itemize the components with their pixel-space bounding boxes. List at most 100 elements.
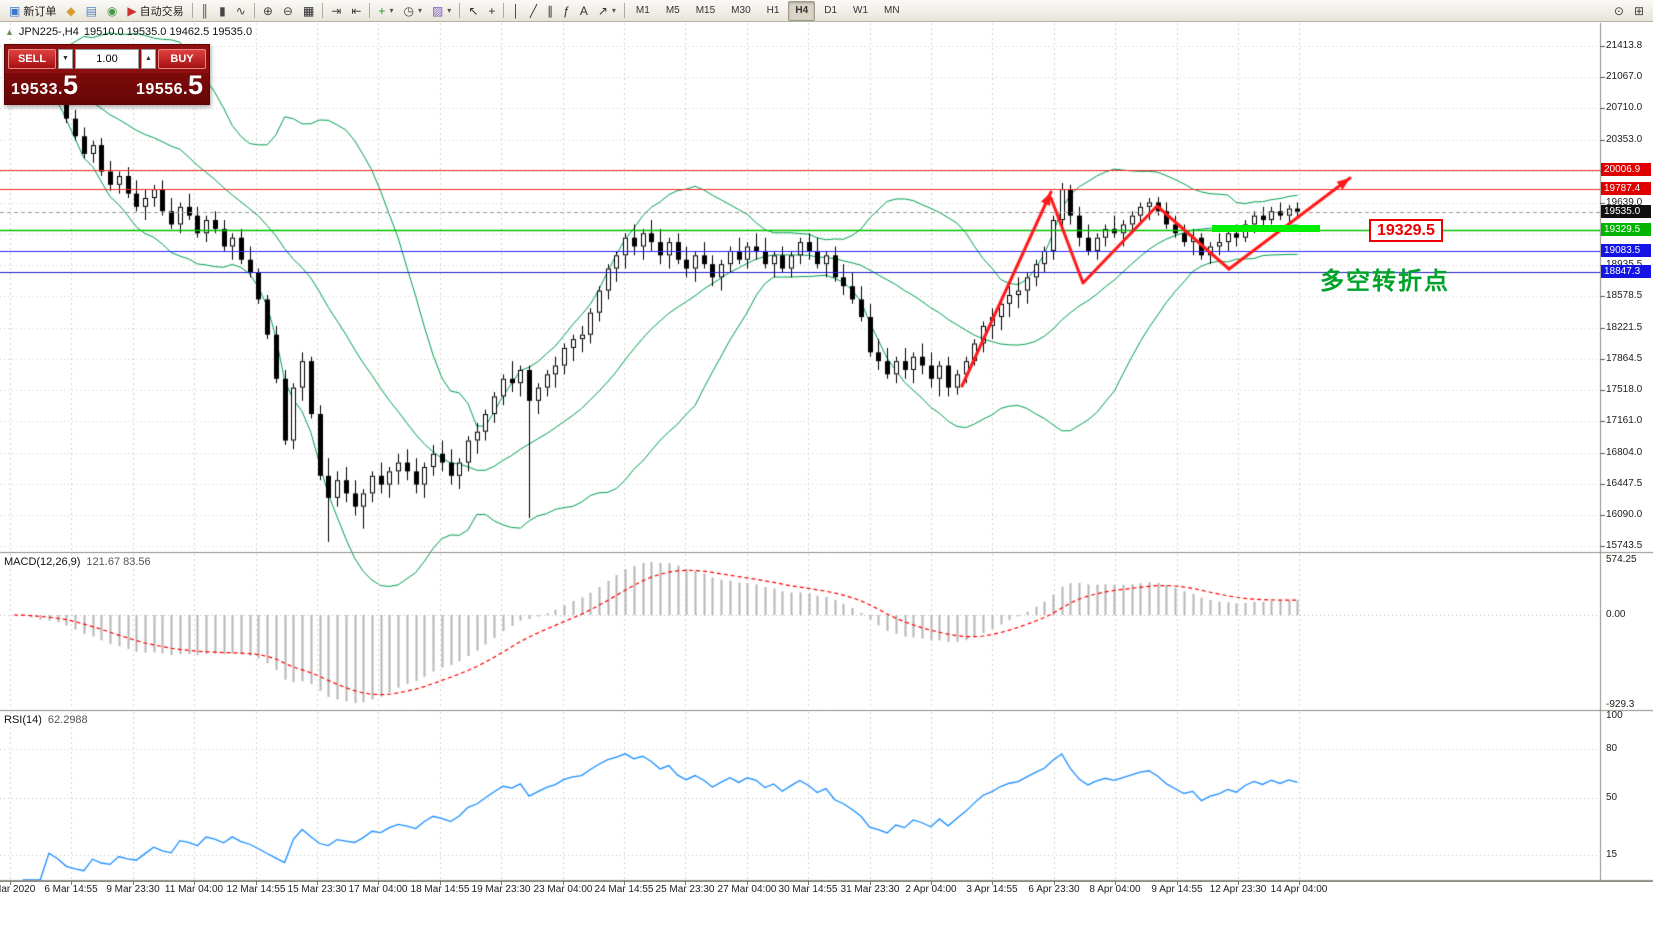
toolbar-separator [253,3,255,18]
price-chart-canvas[interactable] [0,22,1653,947]
crosshair-tool-icon[interactable]: + [483,1,500,21]
buy-price-big-digit: 5 [187,70,203,100]
auto-scroll-icon: ⇥ [331,3,342,18]
zoom-in-icon[interactable]: ⊕ [258,1,278,21]
data-window-icon: ◉ [106,3,118,18]
timeframe-m5[interactable]: M5 [665,4,680,16]
chart-shift-icon: ⇤ [351,3,362,18]
bar-chart-type-icon: ║ [200,3,210,18]
bar-chart-type-icon[interactable]: ║ [196,1,215,21]
text-tool-icon[interactable]: A [575,1,593,21]
add-indicator-icon: + [378,3,386,18]
candlestick-chart-type-icon: ▮ [219,3,226,18]
timeframe-m1[interactable]: M1 [635,4,650,16]
dropdown-caret-icon: ▾ [417,6,422,15]
sell-price[interactable]: 19533.5 [11,72,78,99]
text-tool-icon: A [579,3,588,18]
sell-price-main: 19533. [11,81,63,98]
symbol-ohlc: 19510.0 19535.0 19462.5 19535.0 [83,26,253,38]
search-icon: ⊙ [1613,3,1624,18]
timeframe-m30[interactable]: M30 [731,4,751,16]
periods-menu-button[interactable]: ◷ ▾ [398,1,427,21]
timeframe-d1[interactable]: D1 [824,4,838,16]
price-axis[interactable] [1601,22,1653,880]
line-chart-type-icon[interactable]: ∿ [231,1,251,21]
new-order-button[interactable]: ▣ 新订单 [4,1,61,21]
dropdown-caret-icon: ▾ [389,6,394,15]
one-click-trading-panel: SELL ▼ 1.00 ▲ BUY 19533.5 19556.5 [4,44,210,105]
timeframe-h1[interactable]: H1 [766,4,780,16]
timeframe-w1[interactable]: W1 [853,4,869,16]
toolbar-separator [369,3,371,18]
chart-type-mini-icon: ▲ [5,27,14,37]
candlestick-chart-type-icon[interactable]: ▮ [214,1,231,21]
vertical-line-tool-icon[interactable]: │ [507,1,525,21]
chart-window-icon[interactable]: ◆ [61,1,80,21]
templates-icon: ▨ [431,3,444,18]
chart-symbol-header: ▲ JPN225-,H4 19510.0 19535.0 19462.5 195… [5,26,252,38]
arrows-tool-icon: ↗ [597,3,608,18]
add-indicator-button[interactable]: + ▾ [373,1,398,21]
tile-windows-icon[interactable]: ▦ [298,1,319,21]
profiles-icon[interactable]: ▤ [81,1,102,21]
macd-indicator-header: MACD(12,26,9) 121.67 83.56 [4,556,151,568]
fibonacci-tool-icon[interactable]: ƒ [558,1,575,21]
search-icon[interactable]: ⊙ [1609,1,1629,21]
cursor-tool-icon[interactable]: ↖ [463,1,483,21]
sell-button[interactable]: SELL [8,49,56,69]
buy-price[interactable]: 19556.5 [136,72,203,99]
layout-icon[interactable]: ⊞ [1629,1,1649,21]
auto-trading-icon: ▶ [127,3,137,18]
rsi-value: 62.2988 [47,714,88,726]
macd-values: 121.67 83.56 [86,556,151,568]
toolbar-separator [322,3,324,18]
trendline-tool-icon: ╱ [529,3,538,18]
data-window-icon[interactable]: ◉ [102,1,122,21]
timeframe-mn[interactable]: MN [884,4,900,16]
tile-windows-icon: ▦ [302,3,315,18]
buy-price-main: 19556. [136,81,188,98]
support-highlight-bar[interactable] [1212,225,1320,232]
volume-input[interactable]: 1.00 [75,49,139,69]
new-order-icon: ▣ [9,3,21,18]
fibonacci-tool-icon: ƒ [563,3,570,18]
zoom-out-icon: ⊖ [282,3,293,18]
auto-trading-button-label: 自动交易 [139,5,184,18]
time-axis[interactable] [0,881,1653,948]
channel-tool-icon: ∥ [547,3,554,18]
toolbar-separator [503,3,505,18]
cursor-tool-icon: ↖ [468,3,479,18]
dropdown-caret-icon: ▾ [611,6,616,15]
volume-decrease-button[interactable]: ▼ [58,49,73,69]
vertical-line-tool-icon: │ [512,3,520,18]
macd-title: MACD(12,26,9) [4,556,81,568]
chart-shift-icon[interactable]: ⇤ [346,1,366,21]
trendline-tool-icon[interactable]: ╱ [525,1,542,21]
dropdown-caret-icon: ▾ [447,6,452,15]
toolbar-separator [459,3,461,18]
auto-trading-button[interactable]: ▶ 自动交易 [122,1,188,21]
layout-icon: ⊞ [1633,3,1644,18]
annotation-text[interactable]: 多空转折点 [1320,267,1450,295]
rsi-indicator-header: RSI(14) 62.2988 [4,714,88,726]
rsi-title: RSI(14) [4,714,42,726]
profiles-icon: ▤ [85,3,97,18]
templates-button[interactable]: ▨ ▾ [427,1,456,21]
line-chart-type-icon: ∿ [235,3,246,18]
crosshair-tool-icon: + [488,3,496,18]
zoom-in-icon: ⊕ [262,3,273,18]
zoom-out-icon[interactable]: ⊖ [278,1,298,21]
timeframe-h4[interactable]: H4 [788,0,816,21]
toolbar-separator [623,3,625,18]
symbol-name: JPN225-,H4 [18,26,79,38]
arrows-tool-icon[interactable]: ↗ ▾ [593,1,621,21]
buy-button[interactable]: BUY [158,49,206,69]
channel-tool-icon[interactable]: ∥ [542,1,558,21]
timeframe-m15[interactable]: M15 [695,4,716,16]
volume-increase-button[interactable]: ▲ [141,49,156,69]
new-order-button-label: 新订单 [23,5,57,18]
price-callout-label[interactable]: 19329.5 [1369,219,1443,242]
periods-menu-icon: ◷ [403,3,414,18]
sell-price-big-digit: 5 [62,70,78,100]
auto-scroll-icon[interactable]: ⇥ [326,1,346,21]
